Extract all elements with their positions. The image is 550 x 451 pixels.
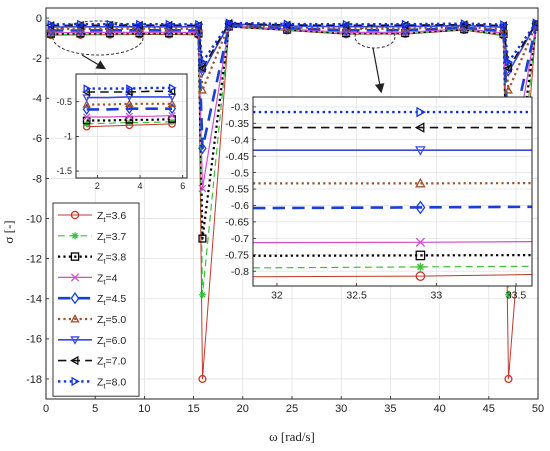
inset2-y-tick-label: -0.55 <box>225 184 249 196</box>
main-x-tick-label: 50 <box>532 403 544 415</box>
legend-label: Zt=3.6 <box>97 210 126 224</box>
inset1-series-line-7 <box>87 97 172 98</box>
legend-label: Zt=4 <box>97 272 118 286</box>
inset-zoom-low-frequency: 2 4 6 -0.5 -1 -1.5 <box>56 74 187 191</box>
legend: Zt=3.6 Zt=3.7 Zt=3.8 Zt=4 Zt=4.5 Zt=5.0 Zt=6.0… <box>53 203 139 396</box>
inset2-y-tick-label: -0.7 <box>231 233 249 245</box>
main-x-tick-label: 30 <box>335 403 347 415</box>
inset1-y-tick-label: -0.5 <box>56 97 72 107</box>
legend-label: Zt=5.0 <box>97 314 126 328</box>
main-x-tick-label: 25 <box>286 403 298 415</box>
inset2-data-point <box>416 263 424 271</box>
y-axis-label: σ [-] <box>1 220 16 243</box>
inset2-background <box>253 97 532 286</box>
legend-marker-swatch <box>71 232 78 239</box>
main-y-tick-label: -18 <box>26 374 42 386</box>
zoom-arrow-left <box>82 55 104 68</box>
main-x-tick-label: 15 <box>187 403 199 415</box>
inset2-y-tick-label: -0.6 <box>231 200 249 212</box>
main-y-tick-label: -8 <box>32 173 42 185</box>
main-x-tick-label: 45 <box>483 403 495 415</box>
inset-zoom-mid-frequency: 32 32.5 33 33.5 -0.3 -0.35 -0.4 -0.45 -0.5 -0.55 -… <box>225 97 532 302</box>
inset2-y-tick-label: -0.8 <box>231 266 249 278</box>
legend-label: Zt=8.0 <box>97 376 126 390</box>
main-x-tick-label: 35 <box>384 403 396 415</box>
inset1-x-tick-label: 2 <box>95 181 100 191</box>
inset2-x-tick-label: 33 <box>430 290 442 302</box>
main-x-tick-label: 0 <box>43 403 49 415</box>
main-y-tick-label: -16 <box>26 334 42 346</box>
x-axis-label: ω [rad/s] <box>269 429 315 444</box>
main-y-tick-label: -2 <box>32 53 42 65</box>
inset2-y-tick-label: -0.3 <box>231 102 249 114</box>
legend-label: Zt=3.8 <box>97 252 126 266</box>
main-data-point <box>199 291 206 298</box>
main-y-tick-label: 0 <box>36 13 42 25</box>
main-x-tick-label: 20 <box>237 403 249 415</box>
main-y-tick-label: -4 <box>32 93 42 105</box>
main-y-tick-label: -12 <box>26 253 42 265</box>
inset2-y-tick-label: -0.65 <box>225 217 249 229</box>
inset2-y-tick-label: -0.4 <box>231 134 249 146</box>
main-y-tick-label: -14 <box>26 294 42 306</box>
legend-label: Zt=6.0 <box>97 335 126 349</box>
inset2-x-tick-label: 32.5 <box>346 290 367 302</box>
legend-label: Zt=3.7 <box>97 231 126 245</box>
main-y-tick-label: -6 <box>32 133 42 145</box>
inset1-x-tick-label: 6 <box>180 181 185 191</box>
inset1-y-tick-label: -1 <box>64 132 72 142</box>
inset2-x-tick-label: 33.5 <box>506 290 527 302</box>
main-y-tick-label: -10 <box>26 213 42 225</box>
main-x-tick-label: 5 <box>92 403 98 415</box>
inset2-y-tick-label: -0.5 <box>231 167 249 179</box>
inset1-x-tick-label: 4 <box>138 181 143 191</box>
inset2-y-tick-label: -0.45 <box>225 151 249 163</box>
inset2-y-tick-label: -0.75 <box>225 249 249 261</box>
zoom-arrow-right <box>373 48 381 91</box>
inset2-series-line-5 <box>253 207 532 208</box>
main-x-tick-label: 10 <box>138 403 150 415</box>
main-x-tick-label: 40 <box>433 403 445 415</box>
inset1-y-tick-label: -1.5 <box>56 166 72 176</box>
inset2-y-tick-label: -0.35 <box>225 118 249 130</box>
inset2-x-tick-label: 32 <box>271 290 283 302</box>
legend-label: Zt=4.5 <box>97 293 126 307</box>
legend-label: Zt=7.0 <box>97 356 126 370</box>
